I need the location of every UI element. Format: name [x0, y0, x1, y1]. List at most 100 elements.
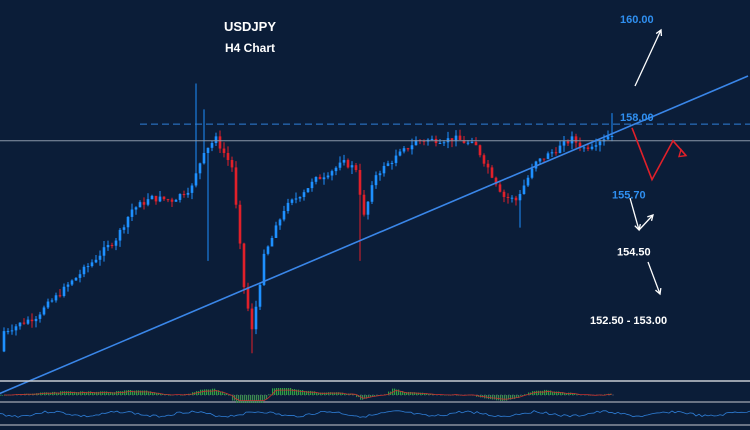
oscillator-bar: [266, 395, 268, 400]
candle: [490, 165, 494, 179]
oscillator-bar: [336, 392, 338, 395]
level-label-154-50: 154.50: [617, 247, 651, 259]
candle-body: [202, 152, 206, 164]
oscillator-bar: [202, 389, 204, 395]
arrows-layer: [629, 28, 663, 296]
candle-body: [466, 142, 470, 144]
candle-body: [398, 151, 402, 156]
candle: [282, 205, 286, 222]
candle: [402, 145, 406, 154]
oscillator-bar: [316, 392, 318, 395]
candle-body: [442, 142, 446, 144]
oscillator-bar: [154, 392, 156, 395]
candle-body: [218, 136, 222, 149]
candle: [14, 324, 18, 336]
oscillator-bar: [64, 391, 66, 395]
candle-body: [106, 245, 110, 248]
oscillator-bar: [548, 390, 550, 395]
oscillator-bar: [308, 390, 310, 395]
oscillator-bar: [306, 390, 308, 395]
candle: [310, 178, 314, 192]
oscillator-bar: [142, 390, 144, 395]
oscillator-bar: [112, 392, 114, 395]
candle: [118, 228, 122, 247]
oscillator-bar: [268, 394, 270, 395]
arrow-line: [634, 29, 662, 87]
oscillator-bar: [518, 395, 520, 398]
oscillator-bar: [366, 395, 368, 399]
oscillator-bar: [408, 391, 410, 395]
candle: [194, 83, 198, 188]
candle: [506, 193, 510, 204]
oscillator-bar: [46, 392, 48, 395]
candle: [170, 197, 174, 207]
oscillator-bar: [170, 394, 172, 396]
candle-body: [538, 158, 542, 162]
candle: [498, 182, 502, 193]
oscillator-bar: [502, 395, 504, 401]
oscillator-bar: [506, 395, 508, 401]
candle-body: [550, 152, 554, 154]
oscillator-bar: [404, 392, 406, 395]
candle: [386, 160, 390, 167]
candle-body: [502, 191, 506, 197]
candle-body: [358, 169, 362, 195]
candle-body: [414, 140, 418, 146]
candle-body: [470, 141, 474, 143]
oscillator-bar: [330, 392, 332, 395]
candle: [142, 197, 146, 210]
candle: [446, 131, 450, 149]
oscillator-bar: [322, 392, 324, 395]
oscillator-bar: [558, 391, 560, 395]
oscillator-bar: [522, 395, 524, 396]
oscillator-bar: [44, 392, 46, 395]
oscillator-bar: [388, 391, 390, 395]
candle: [162, 196, 166, 202]
oscillator-signal-line: [4, 389, 613, 402]
oscillator-bar: [48, 392, 50, 395]
candle-body: [514, 197, 518, 201]
candle: [590, 143, 594, 151]
oscillator-bar: [420, 392, 422, 395]
oscillator-bar: [146, 390, 148, 395]
chart-title: USDJPY: [224, 19, 276, 34]
candle-body: [378, 173, 382, 176]
oscillator-bar: [458, 395, 460, 396]
candle-body: [490, 167, 494, 178]
oscillator-bar: [554, 391, 556, 395]
candle: [406, 147, 410, 152]
candle-body: [294, 198, 298, 200]
candle-body: [2, 331, 6, 352]
candle-body: [130, 209, 134, 217]
candle: [58, 288, 62, 298]
candle: [586, 144, 590, 152]
candle: [46, 298, 50, 309]
candle-body: [102, 247, 106, 256]
oscillator-bar: [400, 391, 402, 395]
oscillator-bar: [314, 391, 316, 395]
oscillator-bar: [254, 395, 256, 403]
oscillator-bar: [92, 392, 94, 395]
projection-path: [631, 127, 687, 182]
candle-body: [262, 253, 266, 285]
candle: [210, 140, 214, 152]
candle: [98, 250, 102, 266]
candle: [366, 201, 370, 220]
candle: [262, 249, 266, 287]
oscillator-bar: [158, 392, 160, 395]
candle-body: [242, 243, 246, 288]
candle-body: [338, 162, 342, 168]
oscillator-bar: [100, 391, 102, 395]
candle-body: [110, 245, 114, 247]
candle: [22, 318, 26, 325]
candle-body: [34, 318, 38, 322]
candle-body: [318, 177, 322, 180]
candle-body: [474, 141, 478, 146]
candle-body: [610, 135, 614, 137]
oscillator-bar: [88, 391, 90, 395]
candle-body: [170, 199, 174, 202]
oscillator-bar: [426, 393, 428, 395]
candle-body: [126, 216, 130, 228]
oscillator-bar: [392, 388, 394, 395]
candle-body: [534, 161, 538, 169]
